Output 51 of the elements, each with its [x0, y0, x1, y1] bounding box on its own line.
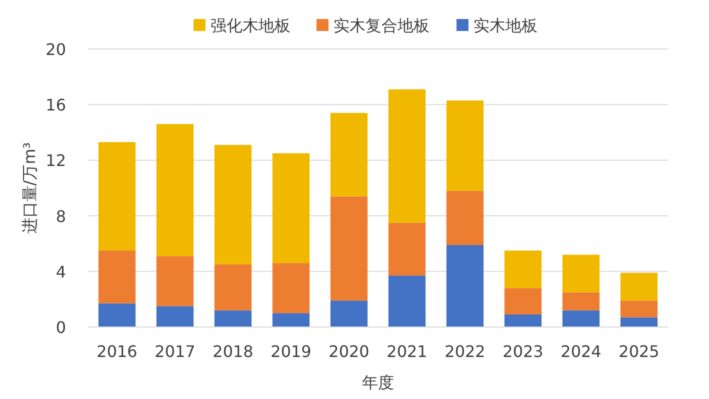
bar	[214, 264, 252, 310]
x-tick-label: 2017	[154, 342, 196, 361]
legend-label: 强化木地板	[210, 16, 290, 35]
x-tick-label: 2023	[502, 342, 544, 361]
bar	[98, 250, 136, 304]
y-tick-label: 16	[46, 96, 66, 115]
x-axis-title: 年度	[362, 373, 394, 392]
legend-label: 实木复合地板	[334, 16, 430, 35]
bar	[214, 310, 252, 327]
bar	[446, 190, 484, 245]
x-tick-label: 2018	[212, 342, 254, 361]
legend-label: 实木地板	[474, 16, 538, 35]
bar	[620, 272, 658, 301]
bar	[388, 89, 426, 223]
bar	[214, 144, 252, 264]
bar	[620, 300, 658, 318]
bar	[504, 314, 542, 327]
bar	[562, 292, 600, 310]
y-tick-label: 8	[56, 206, 66, 226]
bar	[446, 244, 484, 327]
bar	[156, 256, 194, 306]
y-tick-label: 20	[46, 40, 66, 59]
x-tick-label: 2016	[96, 342, 138, 361]
bar	[388, 276, 426, 327]
x-tick-label: 2020	[328, 342, 370, 361]
x-tick-label: 2024	[560, 342, 602, 361]
y-tick-label: 0	[56, 318, 66, 337]
bar	[156, 124, 194, 256]
bar	[562, 254, 600, 292]
y-tick-label: 12	[46, 151, 66, 170]
bar	[388, 222, 426, 276]
x-tick-label: 2019	[270, 342, 312, 361]
y-tick-label: 4	[56, 262, 66, 282]
bar	[562, 310, 600, 327]
bar	[504, 250, 542, 288]
bar	[504, 288, 542, 314]
x-tick-label: 2022	[444, 342, 486, 361]
bar	[272, 313, 310, 327]
bar	[330, 112, 368, 196]
bar	[330, 196, 368, 301]
y-axis-title: 进口量/万m³	[20, 142, 39, 234]
bar	[272, 263, 310, 314]
x-tick-label: 2021	[386, 342, 428, 361]
bar	[156, 306, 194, 327]
bar	[98, 142, 136, 251]
bar	[272, 153, 310, 264]
bar	[98, 303, 136, 327]
bar	[330, 300, 368, 327]
bar	[446, 100, 484, 191]
x-tick-label: 2025	[618, 342, 660, 361]
bar	[620, 317, 658, 327]
